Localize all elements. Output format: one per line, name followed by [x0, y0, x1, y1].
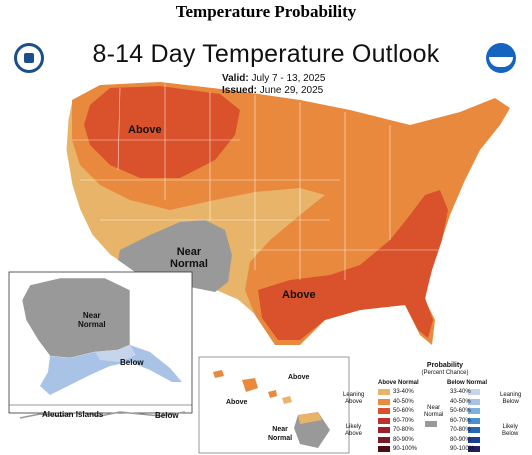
legend-above-bin-swatch	[378, 446, 390, 452]
legend-above-bin-swatch	[378, 389, 390, 395]
hawaii-island-1	[213, 370, 224, 378]
label-hawaii-above-1: Above	[288, 374, 310, 381]
region-southeast-50-60	[258, 190, 448, 340]
legend-below-bin-swatch	[468, 417, 480, 424]
legend-above-header: Above Normal	[378, 380, 419, 386]
page-title: Temperature Probability	[175, 2, 357, 21]
legend-above-bin-label: 50-60%	[393, 408, 414, 414]
alaska-below-light	[95, 345, 136, 362]
label-north-above: Above	[128, 124, 162, 136]
legend-above-bin-label: 60-70%	[393, 417, 414, 424]
hawaii-big-island-north	[298, 412, 322, 424]
alaska-below	[40, 345, 182, 395]
legend-below-bin-swatch	[468, 436, 480, 443]
hawaii-island-4	[282, 396, 292, 404]
issued-date: Issued: June 29, 2025	[222, 85, 324, 96]
legend-below-bin-label: 60-70%	[450, 417, 471, 424]
legend-title: Probability (Percent Chance)	[421, 362, 469, 376]
legend-near-label: Near Normal	[424, 405, 444, 418]
legend-below-bin-swatch	[468, 389, 480, 395]
legend-above-bin-swatch	[378, 427, 390, 433]
doc-seal-icon	[14, 43, 44, 73]
noaa-logo-icon	[486, 43, 516, 73]
legend-below-bin-swatch	[468, 398, 480, 405]
legend-below-bin-swatch	[468, 427, 480, 433]
state-boundaries	[72, 84, 440, 280]
hawaii-island-2	[242, 378, 258, 392]
legend-above-bin-label: 33-40%	[393, 389, 414, 395]
valid-dates: Valid: July 7 - 13, 2025	[222, 73, 326, 84]
legend-near-swatch	[425, 421, 437, 427]
legend-above-bin-swatch	[378, 436, 390, 443]
legend-above-bin-label: 80-90%	[393, 436, 414, 443]
legend-above-bin-swatch	[378, 417, 390, 424]
label-hawaii-near: Near Normal	[268, 426, 293, 442]
legend-above-bin-label: 90-100%	[393, 446, 418, 452]
legend-leaning-above: Leaning Above	[343, 392, 365, 405]
legend-above-bin-label: 40-50%	[393, 398, 414, 405]
legend-leaning-below: Leaning Below	[500, 392, 522, 405]
label-alaska-near: Near Normal	[78, 311, 106, 329]
region-north-50-60	[84, 86, 240, 178]
legend-below-bin-label: 70-80%	[450, 427, 471, 433]
legend-below-bin-label: 33-40%	[450, 389, 471, 395]
label-alaska-below: Below	[120, 358, 144, 367]
legend-likely-above: Likely Above	[345, 424, 363, 437]
legend-above-bin-swatch	[378, 408, 390, 414]
legend-below-bin-swatch	[468, 446, 480, 452]
label-southwest-near: Near Normal	[170, 246, 208, 270]
legend-below-bin-label: 80-90%	[450, 436, 471, 443]
legend-above-bin-label: 70-80%	[393, 427, 414, 433]
legend-below-bin-label: 90-100%	[450, 446, 475, 452]
label-aleutian: Aleutian Islands	[42, 410, 104, 419]
legend-likely-below: Likely Below	[502, 424, 519, 437]
map-title: 8-14 Day Temperature Outlook	[92, 40, 440, 68]
label-aleutian-below: Below	[155, 411, 179, 420]
legend-below-bin-label: 40-50%	[450, 398, 471, 405]
label-southeast-above: Above	[282, 289, 316, 301]
legend-below-header: Below Normal	[447, 380, 488, 386]
legend-above-bin-swatch	[378, 398, 390, 405]
hawaii-island-3	[268, 390, 277, 398]
legend-below-bin-label: 50-60%	[450, 408, 471, 414]
legend-below-bin-swatch	[468, 408, 480, 414]
label-hawaii-above-2: Above	[226, 399, 248, 406]
